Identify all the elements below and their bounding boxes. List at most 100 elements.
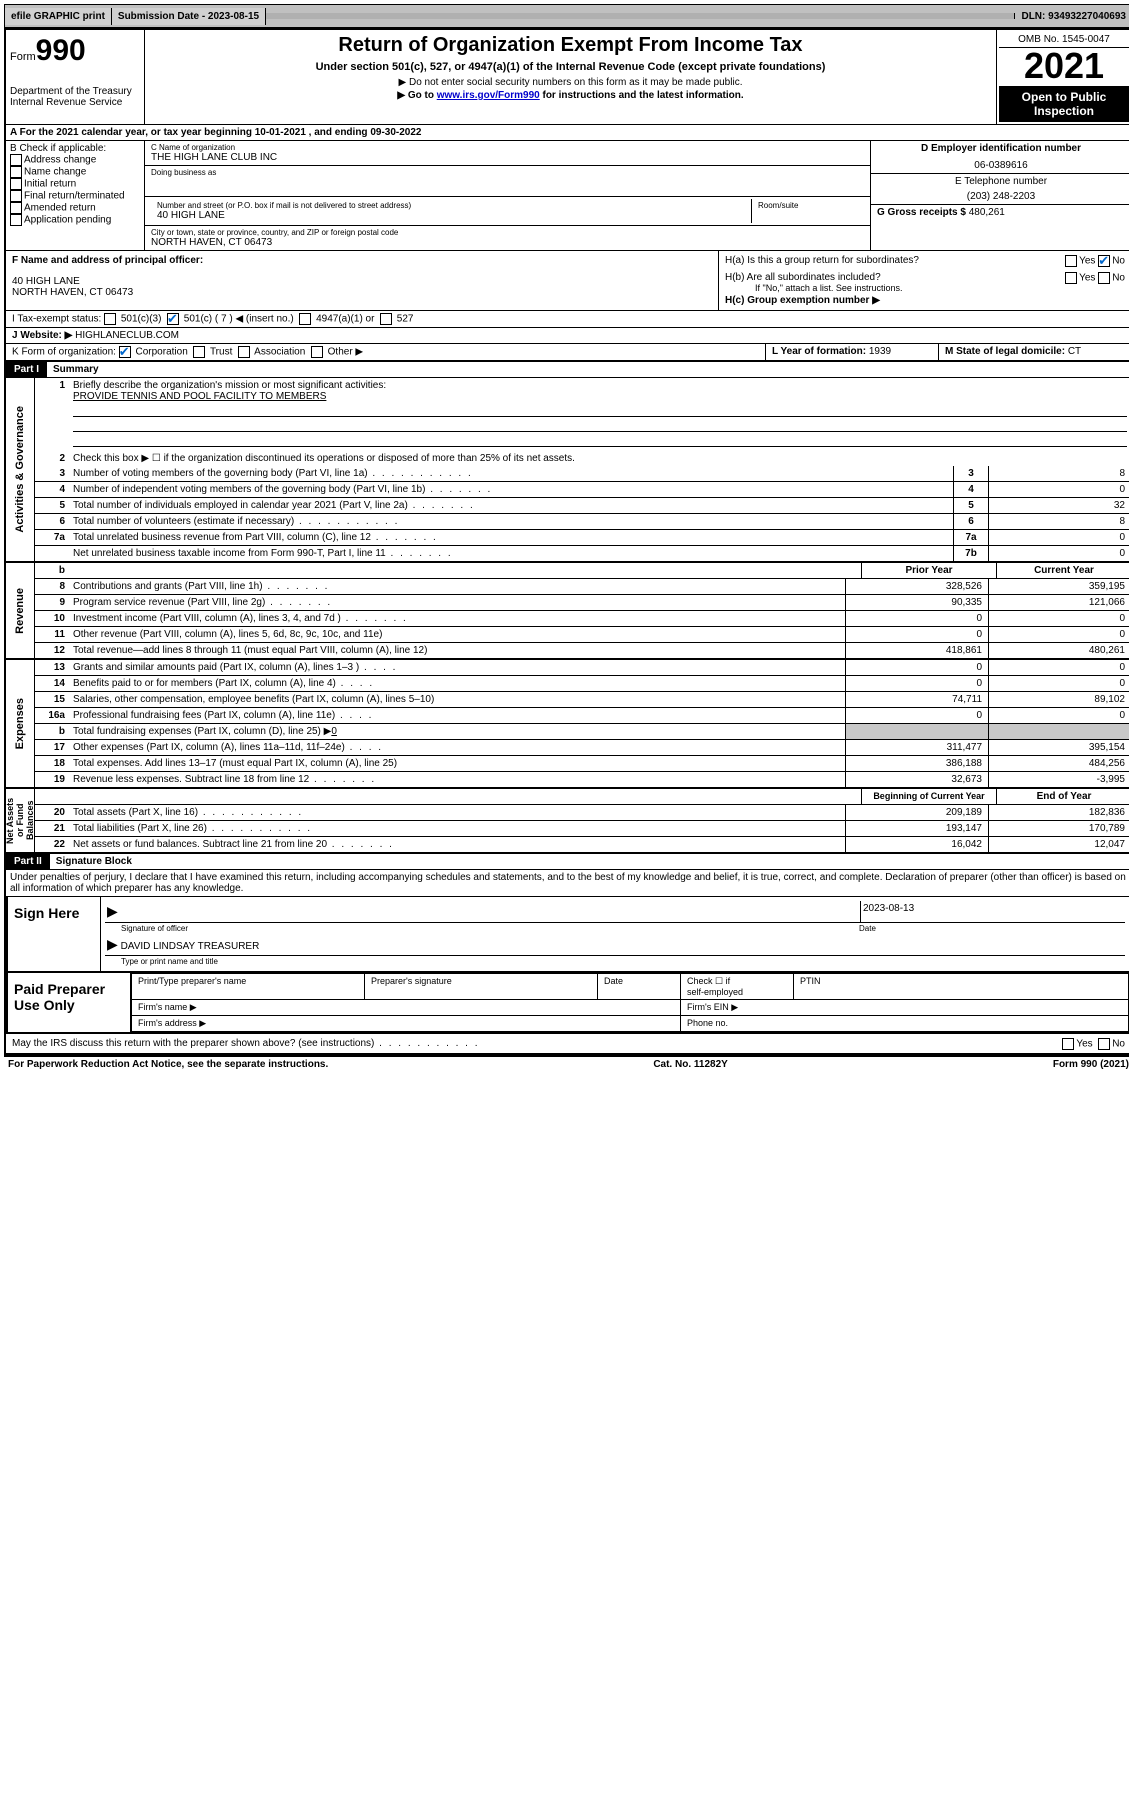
cb-trust[interactable] [193, 346, 205, 358]
cb-app-pending[interactable] [10, 214, 22, 226]
l11-prior: 0 [845, 627, 988, 642]
cb-discuss-no[interactable] [1098, 1038, 1110, 1050]
sig-date-label: Date [853, 923, 1125, 934]
firm-addr-label: Firm's address ▶ [132, 1016, 681, 1032]
sig-arrow-icon: ▶ [107, 903, 118, 919]
l16b-curr [988, 724, 1129, 739]
cb-final-return[interactable] [10, 190, 22, 202]
l1-desc: Briefly describe the organization's miss… [73, 380, 386, 391]
l15-curr: 89,102 [988, 692, 1129, 707]
cb-amended[interactable] [10, 202, 22, 214]
section-expenses: Expenses 13Grants and similar amounts pa… [6, 660, 1129, 789]
subtitle-3: ▶ Go to www.irs.gov/Form990 for instruct… [149, 90, 992, 101]
l2-desc: Check this box ▶ ☐ if the organization d… [69, 451, 1129, 466]
l20-prior: 209,189 [845, 805, 988, 820]
cb-hb-yes[interactable] [1065, 272, 1077, 284]
l7b-val: 0 [988, 546, 1129, 561]
row-j: J Website: ▶ HIGHLANECLUB.COM [6, 328, 1129, 344]
l15-desc: Salaries, other compensation, employee b… [69, 692, 845, 707]
efile-print-button[interactable]: efile GRAPHIC print [5, 8, 112, 25]
net-assets-label: Net Assets or Fund Balances [3, 789, 37, 852]
boy-hdr: Beginning of Current Year [861, 789, 996, 804]
pra-notice: For Paperwork Reduction Act Notice, see … [8, 1059, 328, 1070]
form-container: Form990 Department of the Treasury Inter… [4, 28, 1129, 1057]
cb-initial-return[interactable] [10, 178, 22, 190]
cb-hb-no[interactable] [1098, 272, 1110, 284]
form-title: Return of Organization Exempt From Incom… [149, 34, 992, 57]
sign-here-block: Sign Here ▶ 2023-08-13 Signature of offi… [6, 896, 1129, 973]
cb-501c[interactable] [167, 313, 179, 325]
l20-desc: Total assets (Part X, line 16) [69, 805, 845, 820]
l11-curr: 0 [988, 627, 1129, 642]
cb-527[interactable] [380, 313, 392, 325]
l16a-desc: Professional fundraising fees (Part IX, … [69, 708, 845, 723]
l4-val: 0 [988, 482, 1129, 497]
ha-group-return: H(a) Is this a group return for subordin… [725, 255, 1125, 266]
cb-ha-no[interactable] [1098, 255, 1110, 267]
cb-name-change[interactable] [10, 166, 22, 178]
subtitle-2: ▶ Do not enter social security numbers o… [149, 77, 992, 88]
l19-prior: 32,673 [845, 772, 988, 787]
l12-curr: 480,261 [988, 643, 1129, 658]
part1-header: Part I [6, 362, 47, 377]
k-label: K Form of organization: [12, 347, 116, 358]
row-i: I Tax-exempt status: 501(c)(3) 501(c) ( … [6, 311, 1129, 328]
i-label: I Tax-exempt status: [12, 314, 101, 325]
name-arrow-icon: ▶ [107, 936, 118, 952]
l20-curr: 182,836 [988, 805, 1129, 820]
firm-name-label: Firm's name ▶ [132, 1000, 681, 1016]
l16a-curr: 0 [988, 708, 1129, 723]
addr-label: Number and street (or P.O. box if mail i… [157, 201, 745, 210]
state-domicile: CT [1068, 346, 1081, 357]
col-b: B Check if applicable: Address change Na… [6, 141, 145, 250]
l14-prior: 0 [845, 676, 988, 691]
l1-mission: PROVIDE TENNIS AND POOL FACILITY TO MEMB… [73, 391, 326, 402]
form-label: Form [10, 51, 36, 63]
hb-subordinates: H(b) Are all subordinates included? Yes … [725, 272, 1125, 283]
header-right: OMB No. 1545-0047 2021 Open to Public In… [997, 30, 1129, 124]
hc-exemption: H(c) Group exemption number ▶ [725, 295, 1125, 306]
year-formation: 1939 [869, 346, 891, 357]
form-header: Form990 Department of the Treasury Inter… [6, 30, 1129, 125]
l17-curr: 395,154 [988, 740, 1129, 755]
eoy-hdr: End of Year [996, 789, 1129, 804]
cb-address-change[interactable] [10, 154, 22, 166]
block-bcd: B Check if applicable: Address change Na… [6, 141, 1129, 251]
g-receipts-label: G Gross receipts $ [877, 207, 969, 218]
declaration-text: Under penalties of perjury, I declare th… [6, 870, 1129, 896]
l4-desc: Number of independent voting members of … [69, 482, 953, 497]
l12-prior: 418,861 [845, 643, 988, 658]
officer-name: DAVID LINDSAY TREASURER [121, 941, 260, 952]
revenue-label: Revenue [12, 582, 28, 640]
l17-desc: Other expenses (Part IX, column (A), lin… [69, 740, 845, 755]
prep-sig-label: Preparer's signature [365, 974, 598, 1000]
l10-prior: 0 [845, 611, 988, 626]
subtitle-1: Under section 501(c), 527, or 4947(a)(1)… [149, 61, 992, 73]
part1-title: Summary [47, 362, 105, 377]
ein-value: 06-0389616 [877, 160, 1125, 171]
cb-other[interactable] [311, 346, 323, 358]
cb-assoc[interactable] [238, 346, 250, 358]
preparer-table: Print/Type preparer's name Preparer's si… [131, 973, 1129, 1032]
form990-link[interactable]: www.irs.gov/Form990 [437, 90, 540, 101]
cb-501c3[interactable] [104, 313, 116, 325]
paid-preparer-label: Paid Preparer Use Only [8, 973, 131, 1032]
cb-discuss-yes[interactable] [1062, 1038, 1074, 1050]
row-a-tax-year: A For the 2021 calendar year, or tax yea… [6, 125, 1129, 141]
sig-date-value: 2023-08-13 [860, 901, 1125, 923]
paid-preparer-block: Paid Preparer Use Only Print/Type prepar… [6, 973, 1129, 1034]
l10-desc: Investment income (Part VIII, column (A)… [69, 611, 845, 626]
cb-4947[interactable] [299, 313, 311, 325]
d-ein-label: D Employer identification number [877, 143, 1125, 154]
l13-desc: Grants and similar amounts paid (Part IX… [69, 660, 845, 675]
l7a-val: 0 [988, 530, 1129, 545]
l16b-prior [845, 724, 988, 739]
part2-header: Part II [6, 854, 50, 869]
l8-desc: Contributions and grants (Part VIII, lin… [69, 579, 845, 594]
cb-ha-yes[interactable] [1065, 255, 1077, 267]
sig-officer-label: Signature of officer [105, 923, 853, 934]
hb-note: If "No," attach a list. See instructions… [725, 283, 1125, 293]
phone-value: (203) 248-2203 [877, 191, 1125, 202]
cb-corp[interactable] [119, 346, 131, 358]
l10-curr: 0 [988, 611, 1129, 626]
